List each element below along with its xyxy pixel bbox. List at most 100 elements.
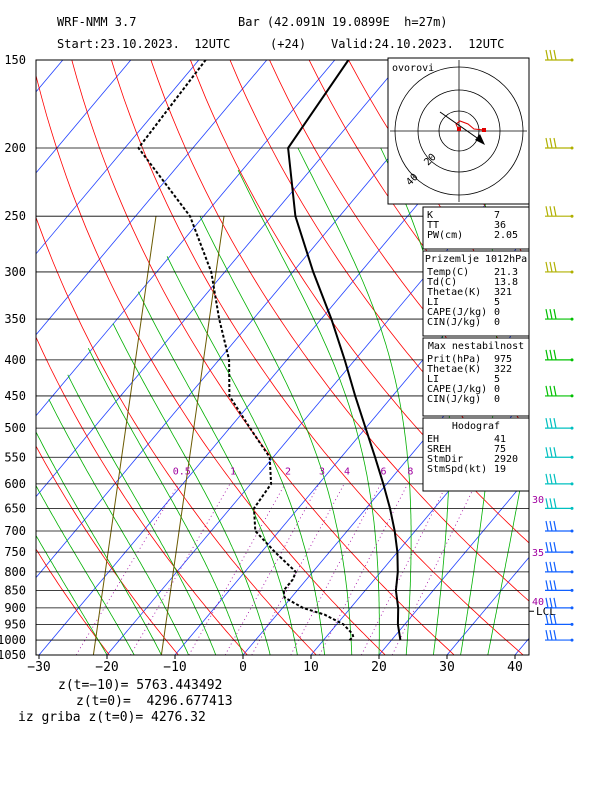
wind-barb	[545, 597, 574, 610]
temperature-tick-label: 0	[239, 660, 247, 675]
isotherm-line	[310, 394, 529, 655]
height-tick-label: 30	[532, 495, 544, 506]
index-label: CAPE(J/kg)	[427, 307, 487, 318]
isotherm-line	[36, 60, 404, 498]
dewpoint-profile-line	[137, 60, 355, 641]
index-value: 0	[494, 394, 500, 405]
wind-barb-dot	[570, 214, 574, 218]
wind-barb-flag	[545, 447, 549, 458]
moist-adiabat-line	[87, 348, 244, 655]
wind-barb-flag	[545, 597, 549, 608]
wind-barb-flag	[549, 541, 553, 553]
sounding-profiles	[137, 60, 402, 641]
wind-barb	[545, 349, 574, 362]
wind-barb-flag	[545, 385, 549, 397]
wind-barb-flag	[545, 629, 549, 641]
wind-barb-flag	[549, 473, 553, 485]
mixing-ratio-line	[188, 483, 286, 655]
mixing-ratio-label: 6	[380, 467, 386, 478]
moist-adiabat-line	[199, 216, 353, 655]
wind-barb-flag	[553, 137, 557, 149]
wind-barb-flag	[549, 308, 553, 320]
wind-barb-flag	[545, 349, 549, 361]
temperature-tick-label: 30	[439, 660, 455, 675]
model-label: WRF-NMM 3.7	[57, 15, 137, 29]
pressure-tick-label: 800	[4, 565, 26, 579]
wind-barb-flag	[553, 498, 557, 509]
wind-barb-flag	[549, 447, 553, 458]
pressure-tick-label: 250	[4, 209, 26, 223]
index-label: LI	[427, 374, 439, 385]
wind-barb-flag	[553, 308, 557, 320]
temperature-tick-label: −20	[95, 660, 118, 675]
footer-line-2: z(t=0)= 4296.677413	[76, 694, 233, 709]
temperature-tick-label: −10	[163, 660, 186, 675]
storm-motion-line	[439, 111, 481, 141]
wind-barb-flag	[553, 447, 557, 458]
wind-barb-dot	[570, 482, 574, 486]
wind-barb	[545, 49, 574, 62]
index-value: 0	[494, 317, 500, 328]
index-panel	[422, 250, 530, 337]
wind-barb	[545, 580, 574, 592]
wind-barb-flag	[549, 349, 553, 361]
index-value: 2.05	[494, 230, 518, 241]
wind-barbs	[545, 49, 574, 642]
height-tick-label: 35	[532, 548, 544, 559]
wind-barb-flag	[549, 629, 553, 641]
index-value: 41	[494, 434, 506, 445]
index-panel	[422, 206, 530, 250]
index-value: 21.3	[494, 267, 518, 278]
wind-barb-flag	[553, 206, 557, 217]
index-label: CAPE(J/kg)	[427, 384, 487, 395]
wind-barb-flag	[545, 206, 549, 217]
wind-barb-flag	[549, 597, 553, 608]
moist-adiabat-line	[48, 399, 189, 655]
wind-barb-flag	[545, 137, 549, 149]
mixing-ratio-line	[251, 483, 345, 655]
moist-adiabat-line	[166, 256, 325, 655]
hodograph-trace	[455, 120, 485, 132]
pressure-tick-label: 450	[4, 389, 26, 403]
index-value: 19	[494, 464, 506, 475]
wind-barb	[545, 206, 574, 218]
moist-adiabat-line	[137, 291, 298, 655]
pressure-tick-label: 550	[4, 450, 26, 464]
index-label: EH	[427, 434, 439, 445]
wind-barb-flag	[549, 385, 553, 397]
mixing-ratio-label: 3	[319, 467, 325, 478]
wind-barb-dot	[570, 58, 574, 62]
isotherm-line	[583, 60, 600, 655]
wind-barb	[545, 473, 574, 486]
wind-barb	[545, 308, 574, 321]
pressure-tick-label: 400	[4, 353, 26, 367]
wind-barb-flag	[545, 520, 549, 532]
mixing-ratio-label: 0.5	[173, 467, 191, 478]
wind-barb-flag	[553, 541, 557, 553]
index-value: 7	[494, 210, 500, 221]
storm-motion-arrow	[475, 134, 485, 145]
pressure-tick-label: 650	[4, 501, 26, 515]
lcl-label: LCL	[536, 605, 556, 618]
mixing-ratio-line	[290, 483, 382, 655]
index-label: CIN(J/kg)	[427, 394, 481, 405]
wind-barb-dot	[570, 638, 574, 642]
wind-barb-dot	[570, 550, 574, 554]
isotherm-line	[36, 60, 336, 417]
wind-barb-flag	[549, 137, 553, 149]
index-value: 0	[494, 384, 500, 395]
index-label: TT	[427, 220, 439, 231]
index-value: 321	[494, 287, 512, 298]
isotherm-line	[378, 475, 529, 655]
wind-barb-flag	[553, 261, 557, 273]
index-label: StmSpd(kt)	[427, 464, 487, 475]
pressure-tick-label: 350	[4, 312, 26, 326]
theta-e-line	[160, 216, 225, 655]
index-label: SREH	[427, 444, 451, 455]
index-value: 5	[494, 297, 500, 308]
footer-line-1: z(t=−10)= 5763.443492	[58, 678, 223, 693]
index-value: 75	[494, 444, 506, 455]
station-label: Bar (42.091N 19.0899E h=27m)	[238, 15, 448, 29]
wind-barb-flag	[553, 49, 557, 61]
